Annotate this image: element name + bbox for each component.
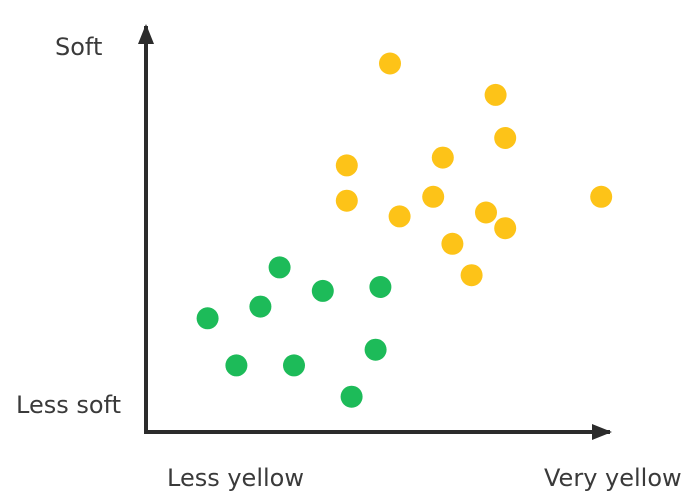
series-0-point-3: [311, 279, 334, 302]
series-1-point-5: [335, 189, 358, 212]
series-1-point-9: [494, 217, 517, 240]
series-0-point-4: [369, 276, 392, 298]
series-0-point-7: [364, 338, 387, 361]
series-1-point-7: [388, 205, 411, 228]
series-1-point-10: [441, 232, 464, 255]
series-0-point-5: [225, 354, 248, 377]
series-0-point-0: [196, 307, 219, 330]
series-1-point-4: [431, 146, 454, 169]
series-0-point-1: [249, 295, 272, 318]
series-1-point-0: [379, 52, 401, 75]
series-1-point-12: [460, 264, 483, 287]
series-1-point-3: [335, 154, 358, 177]
x-tick-label-high: Very yellow: [544, 464, 682, 492]
series-0: [196, 256, 392, 408]
series-1-point-8: [475, 201, 497, 224]
series-0-point-6: [283, 354, 305, 377]
x-tick-label-low: Less yellow: [167, 464, 304, 492]
y-tick-label-low: Less soft: [16, 391, 121, 419]
data-points: [196, 52, 613, 408]
series-1-point-1: [484, 83, 507, 106]
series-1-point-6: [422, 185, 445, 208]
series-1-point-11: [590, 185, 613, 208]
series-0-point-2: [268, 256, 291, 279]
series-1: [335, 52, 613, 287]
y-tick-label-high: Soft: [55, 33, 102, 61]
series-1-point-2: [494, 127, 517, 149]
series-0-point-8: [340, 385, 363, 408]
